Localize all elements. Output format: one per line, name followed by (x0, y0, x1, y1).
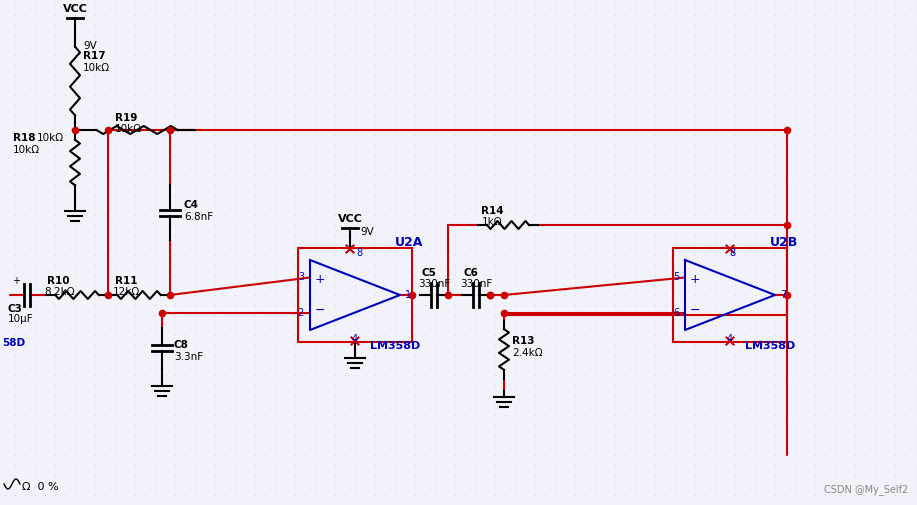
Text: R19: R19 (115, 113, 138, 123)
Text: −: − (690, 304, 701, 317)
Text: 3: 3 (298, 273, 304, 282)
Text: 330nF: 330nF (418, 279, 450, 289)
Text: 7: 7 (780, 290, 786, 300)
Text: R14: R14 (481, 206, 503, 216)
Text: C5: C5 (422, 268, 436, 278)
Text: +: + (315, 273, 326, 286)
Text: 8: 8 (356, 248, 362, 258)
Text: +: + (12, 276, 20, 286)
Text: R17: R17 (83, 51, 105, 61)
Text: C8: C8 (174, 340, 189, 350)
Text: C4: C4 (184, 199, 199, 210)
Text: 58D: 58D (2, 338, 25, 348)
Text: +: + (690, 273, 701, 286)
Text: 9V: 9V (83, 41, 97, 51)
Text: VCC: VCC (62, 4, 87, 14)
Bar (298, 248, 412, 342)
Text: 10µF: 10µF (8, 314, 34, 324)
Text: R13: R13 (512, 335, 535, 345)
Text: R10: R10 (47, 276, 70, 286)
Text: 10kΩ: 10kΩ (37, 133, 64, 143)
Bar (673, 248, 787, 342)
Text: 10kΩ: 10kΩ (83, 63, 110, 73)
Text: R18: R18 (13, 133, 36, 143)
Text: U2A: U2A (395, 235, 424, 248)
Text: C6: C6 (464, 268, 479, 278)
Text: 2.4kΩ: 2.4kΩ (512, 347, 543, 358)
Text: R11: R11 (115, 276, 138, 286)
Text: 4: 4 (727, 334, 733, 344)
Text: −: − (315, 304, 326, 317)
Text: 6.8nF: 6.8nF (184, 212, 213, 222)
Text: 6: 6 (673, 308, 679, 318)
Text: 8.2kΩ: 8.2kΩ (45, 287, 75, 297)
Text: U2B: U2B (770, 235, 799, 248)
Text: 1: 1 (405, 290, 411, 300)
Text: LM358D: LM358D (370, 341, 420, 351)
Text: CSDN @My_Self2: CSDN @My_Self2 (823, 484, 908, 495)
Text: 2: 2 (298, 308, 304, 318)
Text: 10kΩ: 10kΩ (13, 145, 40, 155)
Text: 12kΩ: 12kΩ (113, 287, 139, 297)
Text: 330nF: 330nF (460, 279, 492, 289)
Text: 10kΩ: 10kΩ (115, 124, 142, 134)
Text: Ω  0 %: Ω 0 % (22, 482, 59, 492)
Text: 4: 4 (352, 334, 358, 344)
Text: 3.3nF: 3.3nF (174, 351, 204, 362)
Text: 5: 5 (673, 273, 679, 282)
Text: 1kΩ: 1kΩ (481, 217, 503, 227)
Text: VCC: VCC (337, 214, 362, 224)
Text: 8: 8 (729, 248, 735, 258)
Text: 9V: 9V (360, 227, 374, 237)
Text: LM358D: LM358D (745, 341, 795, 351)
Text: C3: C3 (8, 304, 23, 314)
